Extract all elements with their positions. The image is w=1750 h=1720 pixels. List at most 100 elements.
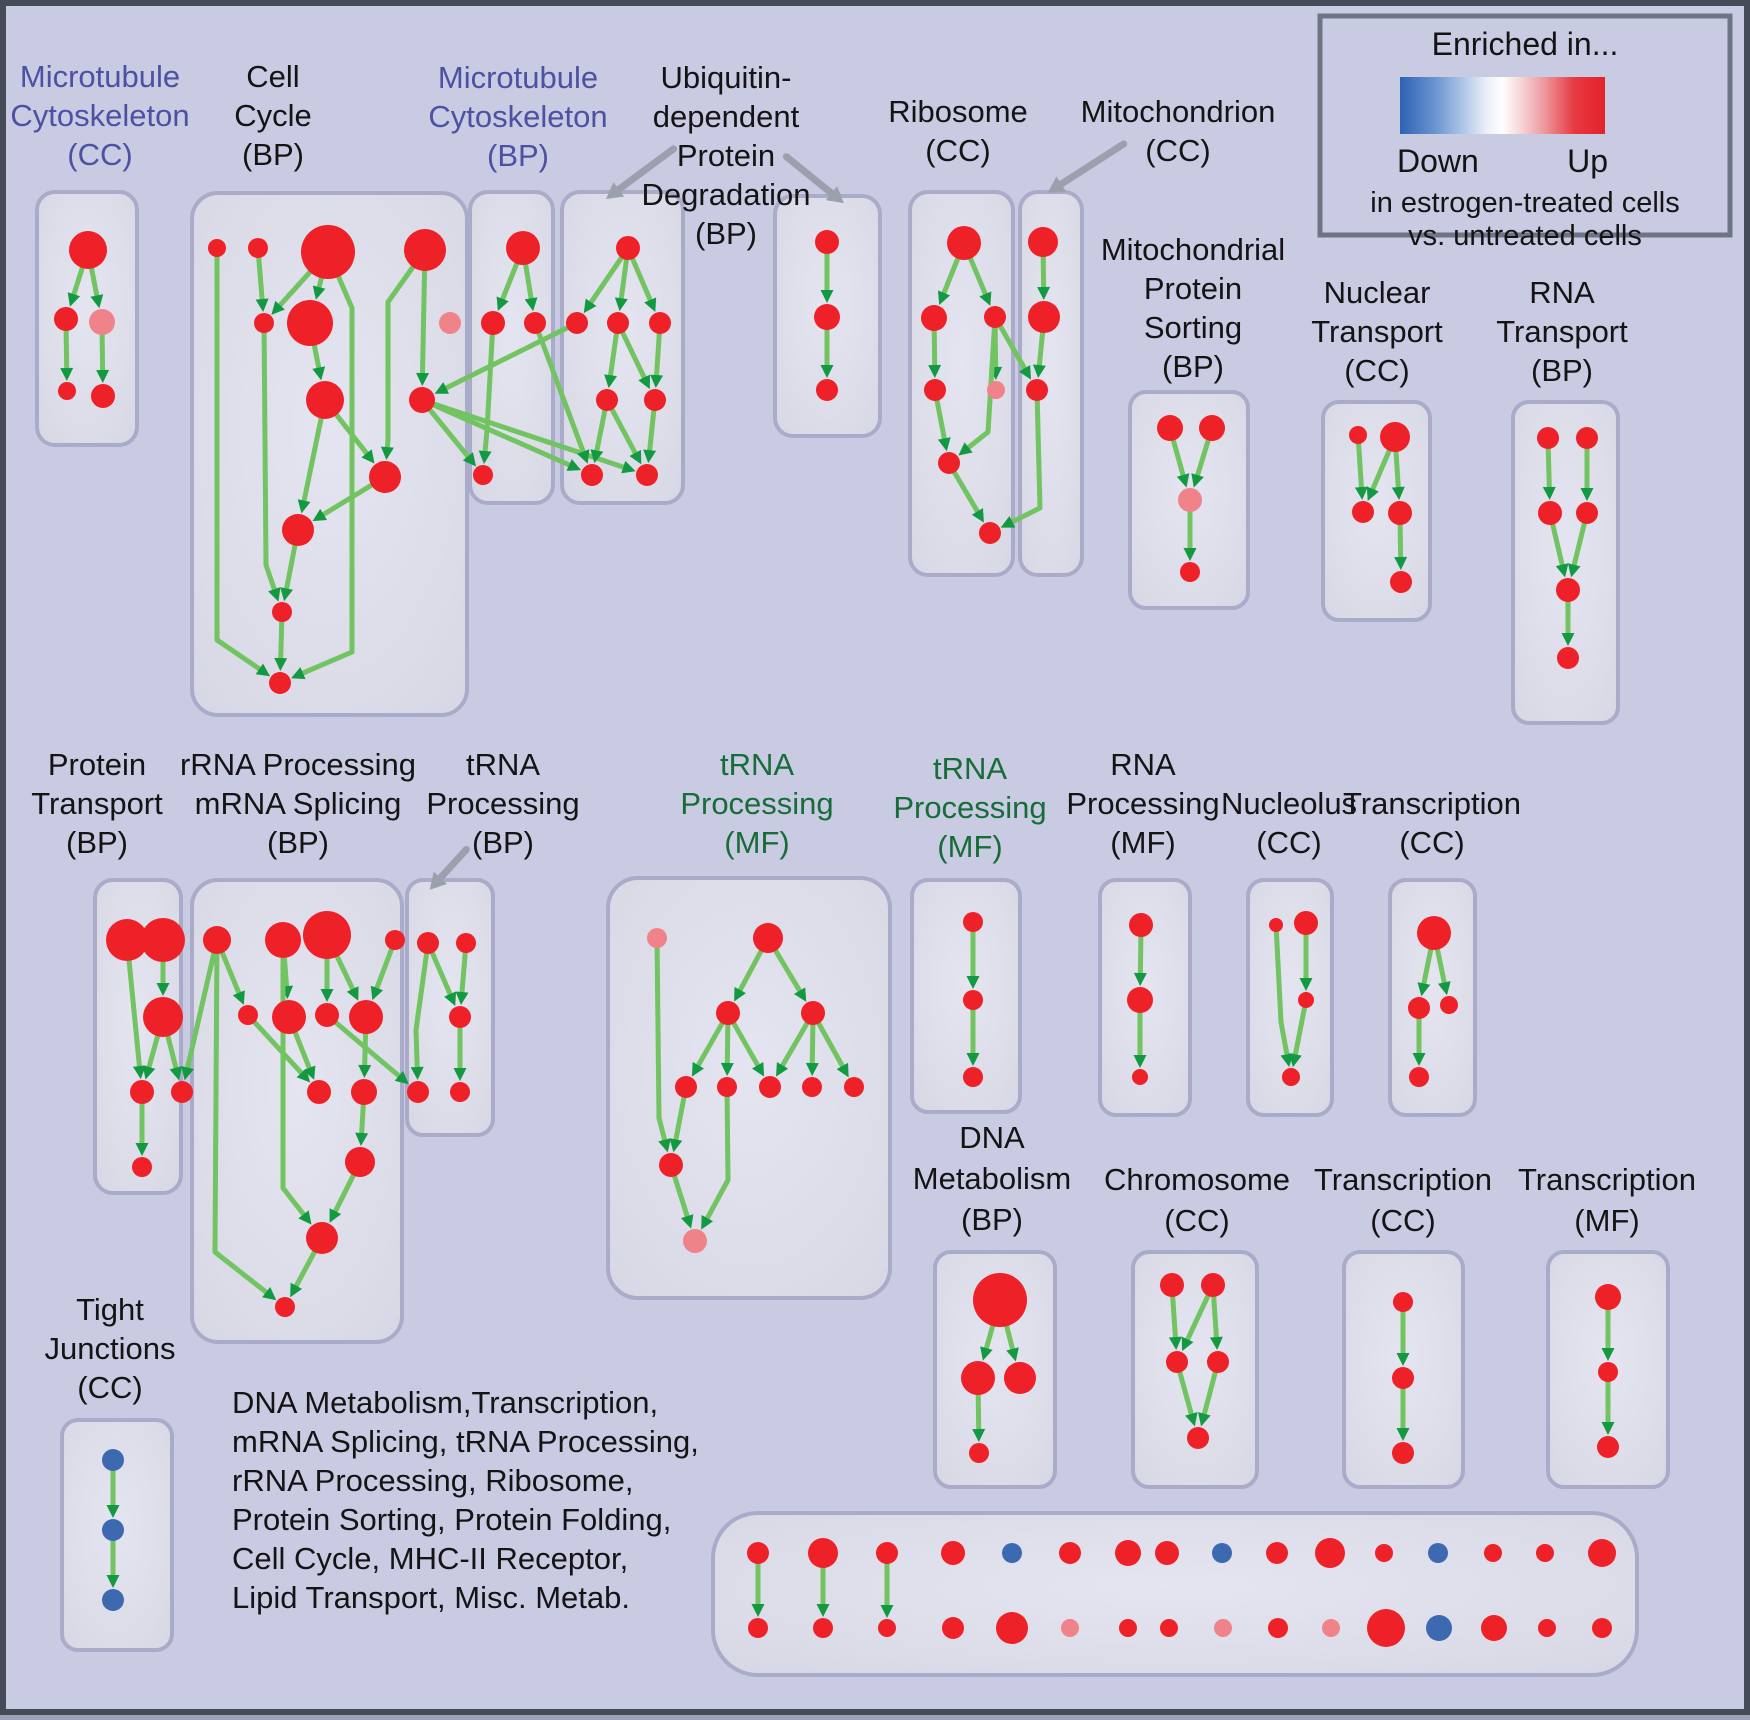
legend-title: Enriched in...	[1432, 26, 1619, 62]
go-term-node-s4	[385, 930, 405, 950]
cluster-label-line: Ubiquitin-	[661, 60, 792, 95]
go-term-node-mb3	[524, 312, 546, 334]
edge-line	[657, 332, 660, 375]
go-term-node-t1	[417, 932, 439, 954]
edge-line	[1396, 450, 1398, 487]
cluster-box-rna-transport-bp	[1513, 402, 1618, 723]
go-term-node-a5	[1059, 1542, 1081, 1564]
go-term-node-s7	[315, 1003, 339, 1027]
go-term-node-a10	[1315, 1538, 1345, 1568]
go-term-node-x1	[1417, 916, 1451, 950]
cluster-label-line: Transcription	[1314, 1162, 1492, 1197]
go-term-node-d3	[1004, 1362, 1036, 1394]
go-term-node-o1	[1269, 918, 1283, 932]
go-term-node-w0	[748, 1618, 768, 1638]
cluster-box-nuclear-transport-cc	[1323, 402, 1430, 620]
go-term-node-z2	[1598, 1362, 1618, 1382]
cluster-label-line: Transcription	[1518, 1162, 1696, 1197]
go-term-node-w11	[1367, 1609, 1405, 1647]
go-term-node-f6	[759, 1076, 781, 1098]
edge-line	[259, 256, 263, 299]
go-term-node-f8	[844, 1077, 864, 1097]
cluster-label-line: (BP)	[1162, 349, 1224, 384]
go-term-node-s12	[306, 1222, 338, 1254]
go-term-node-s13	[275, 1297, 295, 1317]
cluster-label-line: (CC)	[67, 137, 132, 172]
go-term-node-s2	[265, 922, 301, 958]
misc-terms-note-line: Cell Cycle, MHC-II Receptor,	[232, 1541, 628, 1576]
go-term-node-mc1	[69, 231, 107, 269]
go-term-node-a12	[1428, 1543, 1448, 1563]
go-term-node-mb4	[473, 465, 493, 485]
cluster-label-line: (BP)	[66, 825, 128, 860]
go-term-node-c9	[369, 461, 401, 493]
cluster-label-line: (BP)	[267, 825, 329, 860]
go-term-node-mc5	[91, 384, 115, 408]
go-term-node-w15	[1592, 1618, 1612, 1638]
cluster-label-line: (CC)	[1256, 825, 1321, 860]
cluster-label-line: (BP)	[961, 1202, 1023, 1237]
go-term-node-s10	[351, 1079, 377, 1105]
go-term-node-p4	[130, 1080, 154, 1104]
cluster-label-line: Cycle	[234, 98, 312, 133]
cluster-box-mixed-terms-strip	[713, 1513, 1637, 1675]
misc-terms-note-line: Lipid Transport, Misc. Metab.	[232, 1580, 630, 1615]
edge-line	[365, 1032, 366, 1065]
go-term-node-g3	[963, 1067, 983, 1087]
go-term-node-a13	[1484, 1544, 1502, 1562]
go-term-node-c10	[282, 514, 314, 546]
go-term-node-f4	[675, 1076, 697, 1098]
go-term-node-w12	[1426, 1615, 1452, 1641]
go-term-node-a0	[747, 1542, 769, 1564]
cluster-label-line: (MF)	[724, 825, 789, 860]
go-term-node-mp2	[1199, 415, 1225, 441]
go-term-node-w1	[813, 1618, 833, 1638]
go-term-node-p3	[143, 997, 183, 1037]
cluster-label-line: Protein	[1144, 271, 1242, 306]
go-term-node-mc3	[89, 309, 115, 335]
go-term-node-a14	[1536, 1544, 1554, 1562]
legend-up-label: Up	[1567, 143, 1608, 179]
go-term-node-nt5	[1390, 571, 1412, 593]
edge-line	[934, 329, 935, 365]
cluster-label-line: (MF)	[1110, 825, 1175, 860]
cluster-label-line: rRNA Processing	[180, 747, 416, 782]
go-term-node-j3	[102, 1589, 124, 1611]
go-term-node-a2	[876, 1542, 898, 1564]
go-term-node-j2	[102, 1519, 124, 1541]
go-term-node-mb1	[506, 231, 540, 265]
go-term-node-s6	[272, 1000, 306, 1034]
cluster-label-line: (BP)	[472, 825, 534, 860]
go-term-node-u0	[616, 236, 640, 260]
edge-line	[1140, 935, 1141, 973]
cluster-label-line: Mitochondrion	[1081, 94, 1276, 129]
go-term-node-a11	[1375, 1544, 1393, 1562]
cluster-label-line: Processing	[680, 786, 833, 821]
go-term-node-o4	[1282, 1068, 1300, 1086]
go-term-node-mc4	[58, 382, 76, 400]
cluster-label-line: (MF)	[937, 829, 1002, 864]
go-term-node-a15	[1588, 1539, 1616, 1567]
go-term-node-r2	[921, 305, 947, 331]
go-term-node-mp4	[1180, 562, 1200, 582]
go-term-node-u7	[581, 464, 603, 486]
edge-line	[978, 1393, 979, 1429]
go-term-node-h4	[1207, 1351, 1229, 1373]
go-term-node-c12	[269, 672, 291, 694]
go-term-node-w9	[1268, 1618, 1288, 1638]
go-term-node-q1	[1129, 913, 1153, 937]
go-term-node-p6	[132, 1157, 152, 1177]
misc-terms-note-line: rRNA Processing, Ribosome,	[232, 1463, 633, 1498]
go-term-node-u4	[596, 389, 618, 411]
go-term-node-d4	[969, 1443, 989, 1463]
cluster-label-line: tRNA	[466, 747, 540, 782]
cluster-label-line: Mitochondrial	[1101, 232, 1285, 267]
go-term-node-h1	[1160, 1273, 1184, 1297]
go-term-node-c11	[272, 602, 292, 622]
cluster-box-microtubule-cytoskeleton-cc	[37, 192, 137, 445]
go-term-node-rt2	[1576, 427, 1598, 449]
go-term-node-r4	[924, 379, 946, 401]
go-term-node-rt1	[1537, 427, 1559, 449]
go-term-node-t5	[450, 1082, 470, 1102]
